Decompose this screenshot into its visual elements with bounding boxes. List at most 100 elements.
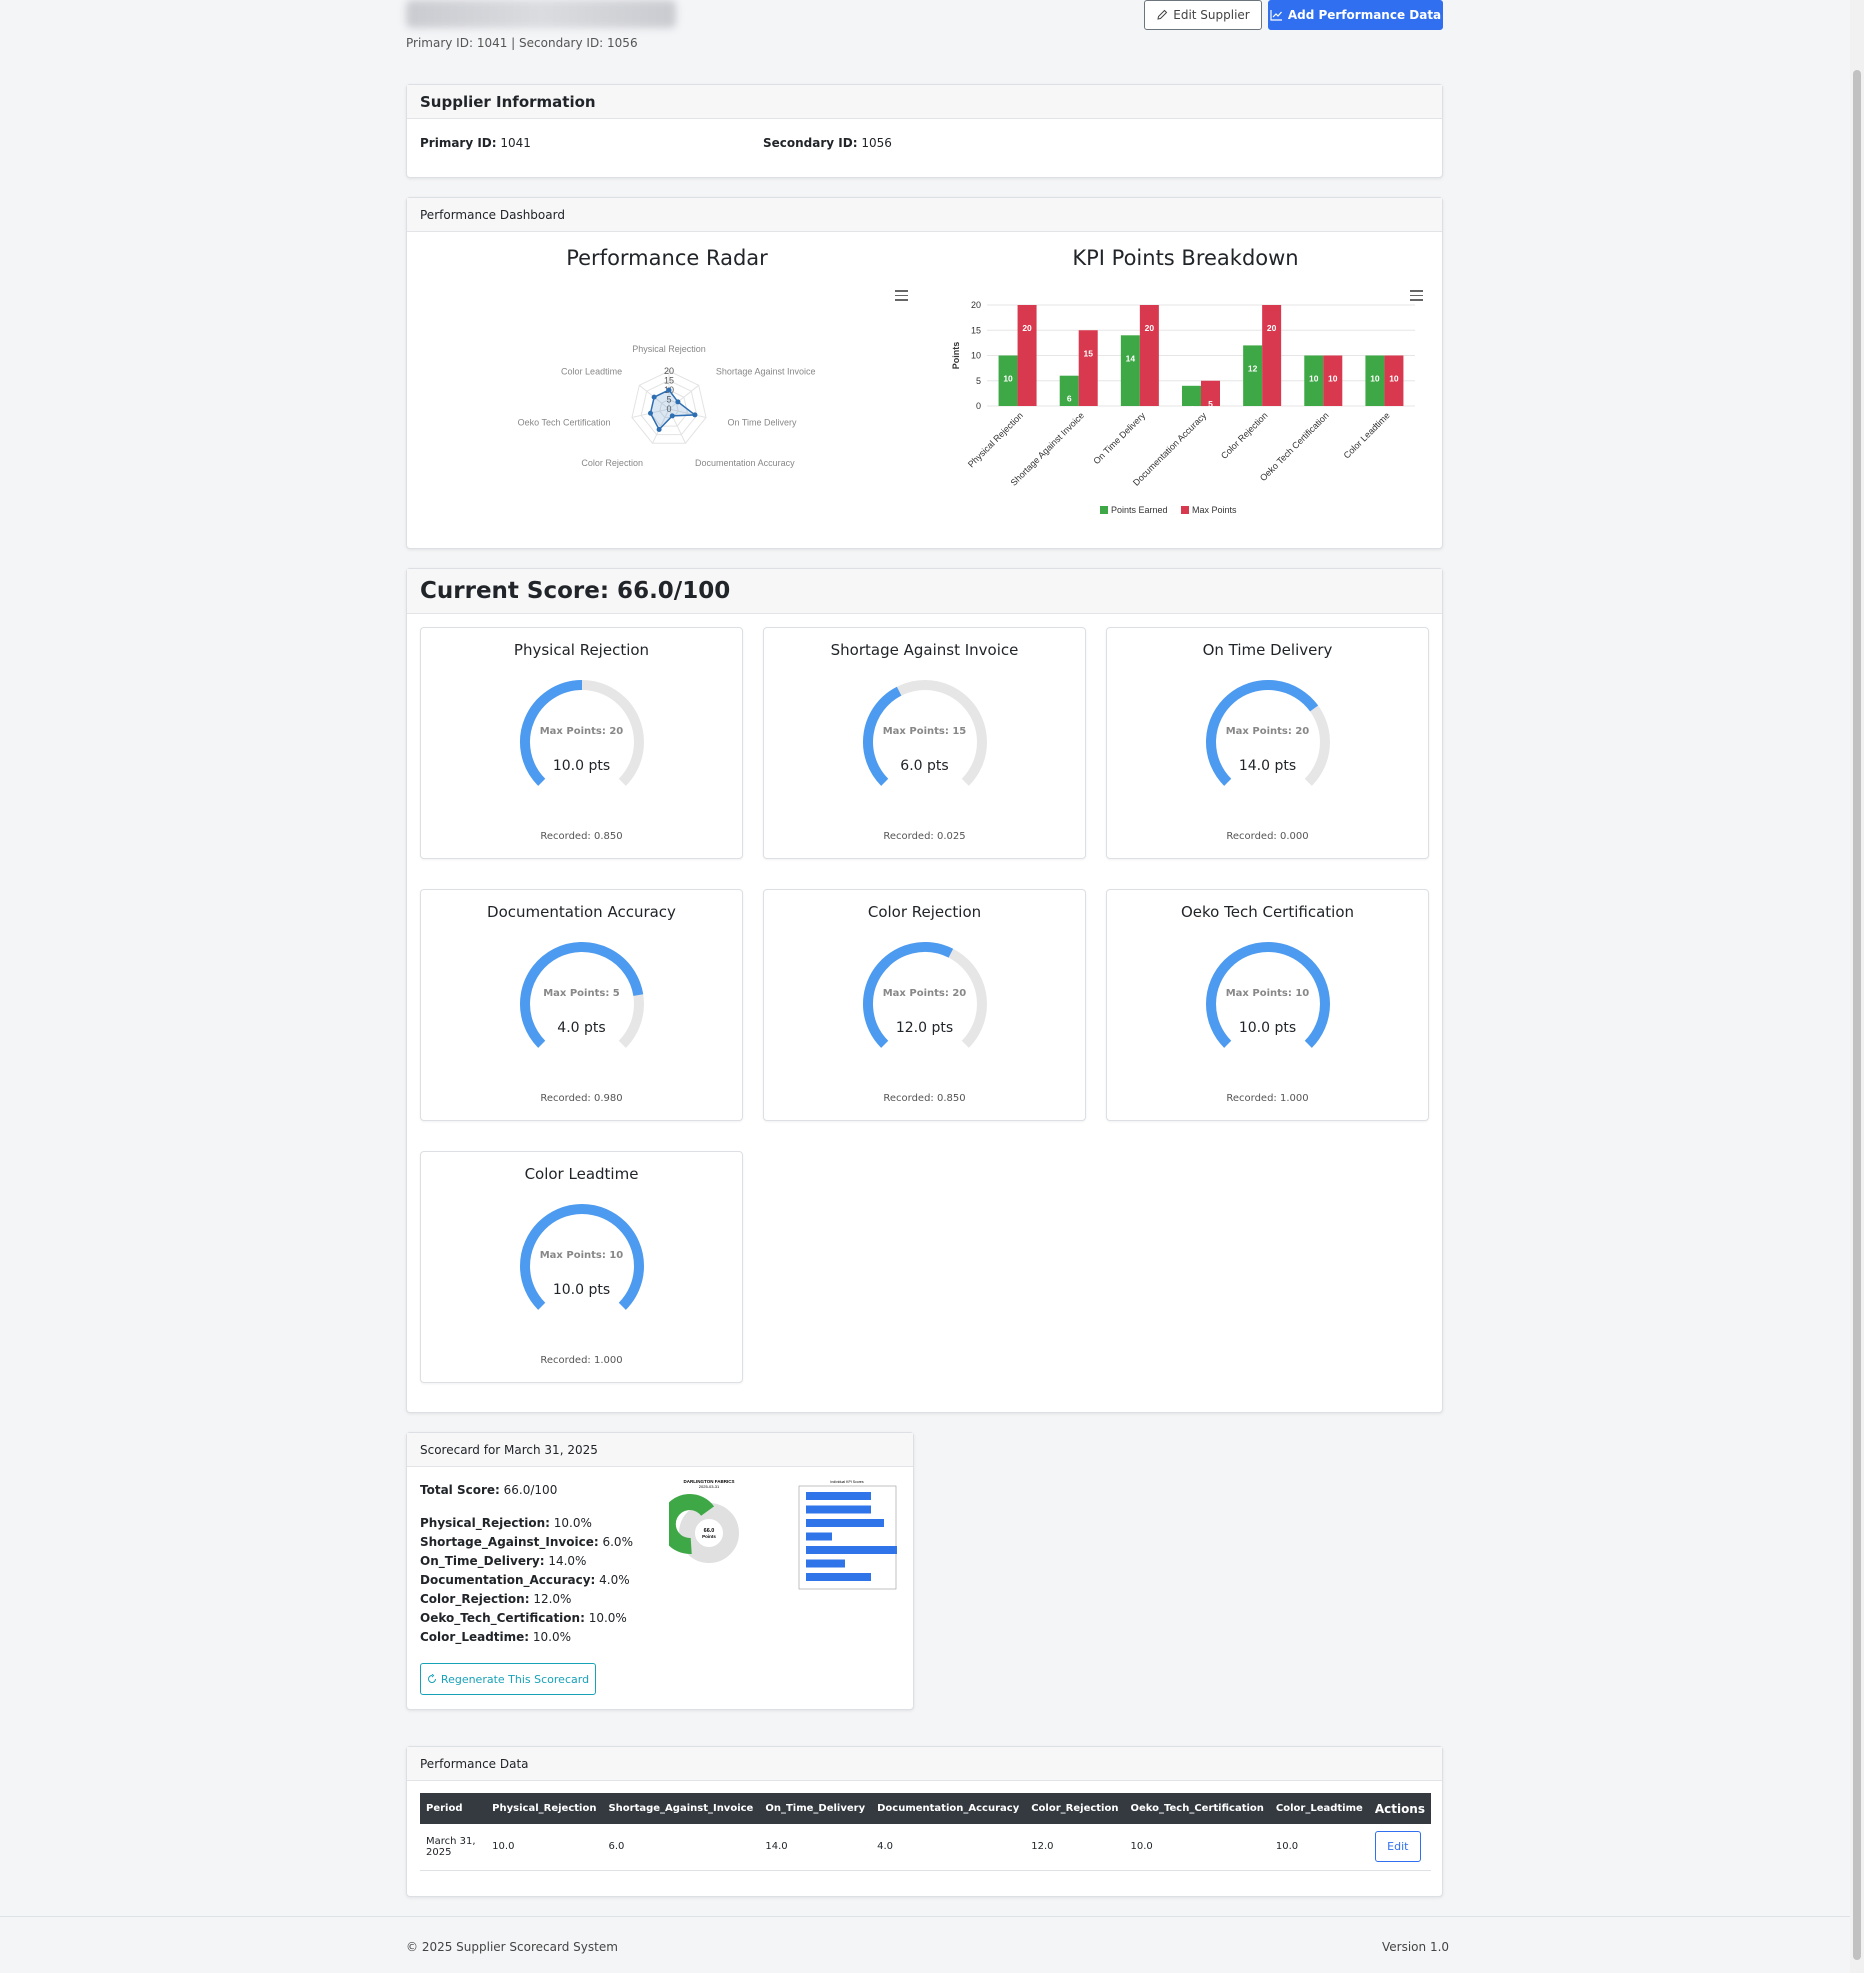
kpi-gauge (1206, 680, 1330, 786)
bar-points-earned-color-leadtime[interactable] (1365, 355, 1385, 407)
radar-point-shortage-against-invoice[interactable] (675, 399, 681, 405)
bar-x-tick-label-oeko-tech-certification: Oeko Tech Certification (1258, 410, 1331, 483)
bar-max-points-physical-rejection[interactable] (1017, 305, 1037, 406)
kpi-max-points: Max Points: 20 (539, 726, 624, 737)
table-cell: 6.0 (602, 1824, 760, 1871)
kpi-recorded-value: Recorded: 1.000 (1226, 1093, 1309, 1104)
thumb-donut-unit: Points (702, 1534, 716, 1539)
table-cell: 10.0 (486, 1824, 603, 1871)
column-header-color-rejection: Color_Rejection (1025, 1793, 1125, 1824)
radar-axis-label-documentation-accuracy: Documentation Accuracy (695, 458, 795, 468)
pencil-icon (1157, 9, 1168, 20)
gauge-value-arc (863, 686, 902, 786)
performance-data-title: Performance Data (420, 1756, 529, 1771)
bar-y-tick-label: 15 (971, 325, 981, 335)
kpi-recorded-value: Recorded: 0.980 (540, 1093, 623, 1104)
radar-axis-label-physical-rejection: Physical Rejection (632, 344, 706, 354)
radar-menu-icon[interactable] (895, 290, 908, 304)
total-score: Total Score: 66.0/100 (420, 1483, 558, 1497)
radar-axis-label-color-leadtime: Color Leadtime (561, 367, 622, 377)
thumb-title: DARLINGTON FABRICS (684, 1479, 735, 1484)
bar-points-earned-on-time-delivery[interactable] (1120, 335, 1140, 406)
bar-data-label: 10 (1389, 374, 1399, 384)
bar-points-earned-oeko-tech-certification[interactable] (1304, 355, 1324, 407)
kpi-tile-oeko-tech-certification: Oeko Tech Certification Max Points: 10 10.… (1106, 889, 1429, 1121)
bar-data-label: 20 (1145, 323, 1155, 333)
bar-points-earned-physical-rejection[interactable] (998, 355, 1018, 407)
column-header-shortage-against-invoice: Shortage_Against_Invoice (602, 1793, 760, 1824)
kpi-gauge (520, 680, 644, 786)
regenerate-scorecard-button[interactable]: Regenerate This Scorecard (420, 1663, 596, 1695)
kpi-tile-title: Oeko Tech Certification (1180, 903, 1355, 921)
thumb-donut-track (679, 1503, 739, 1563)
edit-row-button[interactable]: Edit (1374, 1831, 1421, 1863)
add-performance-data-button[interactable]: Add Performance Data (1268, 0, 1443, 30)
table-cell: 12.0 (1025, 1824, 1125, 1871)
secondary-id: Secondary ID: 1056 (763, 136, 892, 150)
bar-max-points-oeko-tech-certification[interactable] (1323, 355, 1343, 407)
bar-y-tick-label: 20 (971, 300, 981, 310)
dashboard-title: Performance Dashboard (420, 207, 565, 222)
radar-point-physical-rejection[interactable] (666, 387, 672, 393)
kpi-tile-on-time-delivery: On Time Delivery Max Points: 20 14.0 pts Re… (1106, 627, 1429, 859)
radar-point-on-time-delivery[interactable] (692, 412, 698, 418)
legend-swatch-max-points[interactable] (1181, 506, 1189, 514)
scorecard-line-documentation-accuracy: Documentation_Accuracy: 4.0% (420, 1573, 630, 1587)
bar-data-label: 20 (1267, 323, 1277, 333)
thumb-bar (806, 1573, 871, 1581)
thumb-bar (806, 1519, 884, 1527)
kpi-points-earned: 14.0 pts (1238, 758, 1297, 774)
bar-max-points-color-rejection[interactable] (1262, 305, 1282, 406)
kpi-gauge (863, 942, 987, 1048)
radar-grid-ring (640, 379, 698, 436)
kpi-tile-color-leadtime: Color Leadtime Max Points: 10 10.0 pts Reco… (420, 1151, 743, 1383)
bar-max-points-shortage-against-invoice[interactable] (1078, 330, 1098, 406)
radar-point-color-leadtime[interactable] (651, 394, 657, 400)
kpi-gauge (520, 1204, 644, 1310)
kpi-tile-color-rejection: Color Rejection Max Points: 20 12.0 pts Rec… (763, 889, 1086, 1121)
bar-max-points-on-time-delivery[interactable] (1139, 305, 1159, 406)
thumb-bar-title: Individual KPI Scores (830, 1480, 864, 1484)
radar-tick-label: 0 (666, 404, 671, 414)
radar-spoke (668, 384, 700, 410)
column-header-physical-rejection: Physical_Rejection (486, 1793, 603, 1824)
radar-point-color-rejection[interactable] (656, 427, 662, 433)
radar-axis-label-color-rejection: Color Rejection (581, 458, 643, 468)
kpi-recorded-value: Recorded: 0.850 (540, 831, 623, 842)
edit-supplier-button[interactable]: Edit Supplier (1144, 0, 1262, 30)
thumb-bar (806, 1492, 871, 1500)
thumb-bar (806, 1505, 871, 1514)
scorecard-card: Scorecard for March 31, 2025 Total Score… (406, 1432, 914, 1710)
legend-label-max-points[interactable]: Max Points (1192, 505, 1237, 515)
copyright: © 2025 Supplier Scorecard System (406, 1940, 618, 1954)
current-score-title: Current Score: 66.0/100 (420, 578, 731, 604)
kpi-max-points: Max Points: 15 (882, 726, 967, 737)
kpi-points-earned: 10.0 pts (1238, 1020, 1297, 1036)
radar-point-oeko-tech-certification[interactable] (647, 410, 653, 416)
kpi-recorded-value: Recorded: 0.850 (883, 1093, 966, 1104)
table-cell: 14.0 (759, 1824, 872, 1871)
scorecard-line-color-rejection: Color_Rejection: 12.0% (420, 1592, 572, 1606)
bar-max-points-documentation-accuracy[interactable] (1201, 380, 1220, 406)
bar-max-points-color-leadtime[interactable] (1384, 355, 1404, 407)
bar-points-earned-shortage-against-invoice[interactable] (1059, 375, 1079, 406)
bar-data-label: 14 (1126, 353, 1136, 363)
table-row: March 31, 2025 10.0 6.0 14.0 4.0 12.0 10.0 10.0… (420, 1824, 1431, 1871)
bar-points-earned-color-rejection[interactable] (1243, 345, 1263, 406)
kpi-gauge (1206, 942, 1330, 1048)
bar-data-label: 4 (1189, 404, 1194, 414)
bar-menu-icon[interactable] (1410, 290, 1423, 304)
bar-data-label: 10 (1328, 374, 1338, 384)
kpi-max-points: Max Points: 5 (543, 988, 620, 999)
kpi-recorded-value: Recorded: 1.000 (540, 1355, 623, 1366)
legend-label-points-earned[interactable]: Points Earned (1111, 505, 1168, 515)
bar-points-earned-documentation-accuracy[interactable] (1182, 385, 1201, 406)
scrollbar[interactable] (1850, 0, 1864, 1973)
version: Version 1.0 (1382, 1940, 1450, 1954)
radar-point-documentation-accuracy[interactable] (669, 413, 675, 419)
legend-swatch-points-earned[interactable] (1100, 506, 1108, 514)
gauge-value-arc (520, 1204, 644, 1310)
thumb-bar (806, 1559, 845, 1568)
kpi-max-points: Max Points: 20 (882, 988, 967, 999)
